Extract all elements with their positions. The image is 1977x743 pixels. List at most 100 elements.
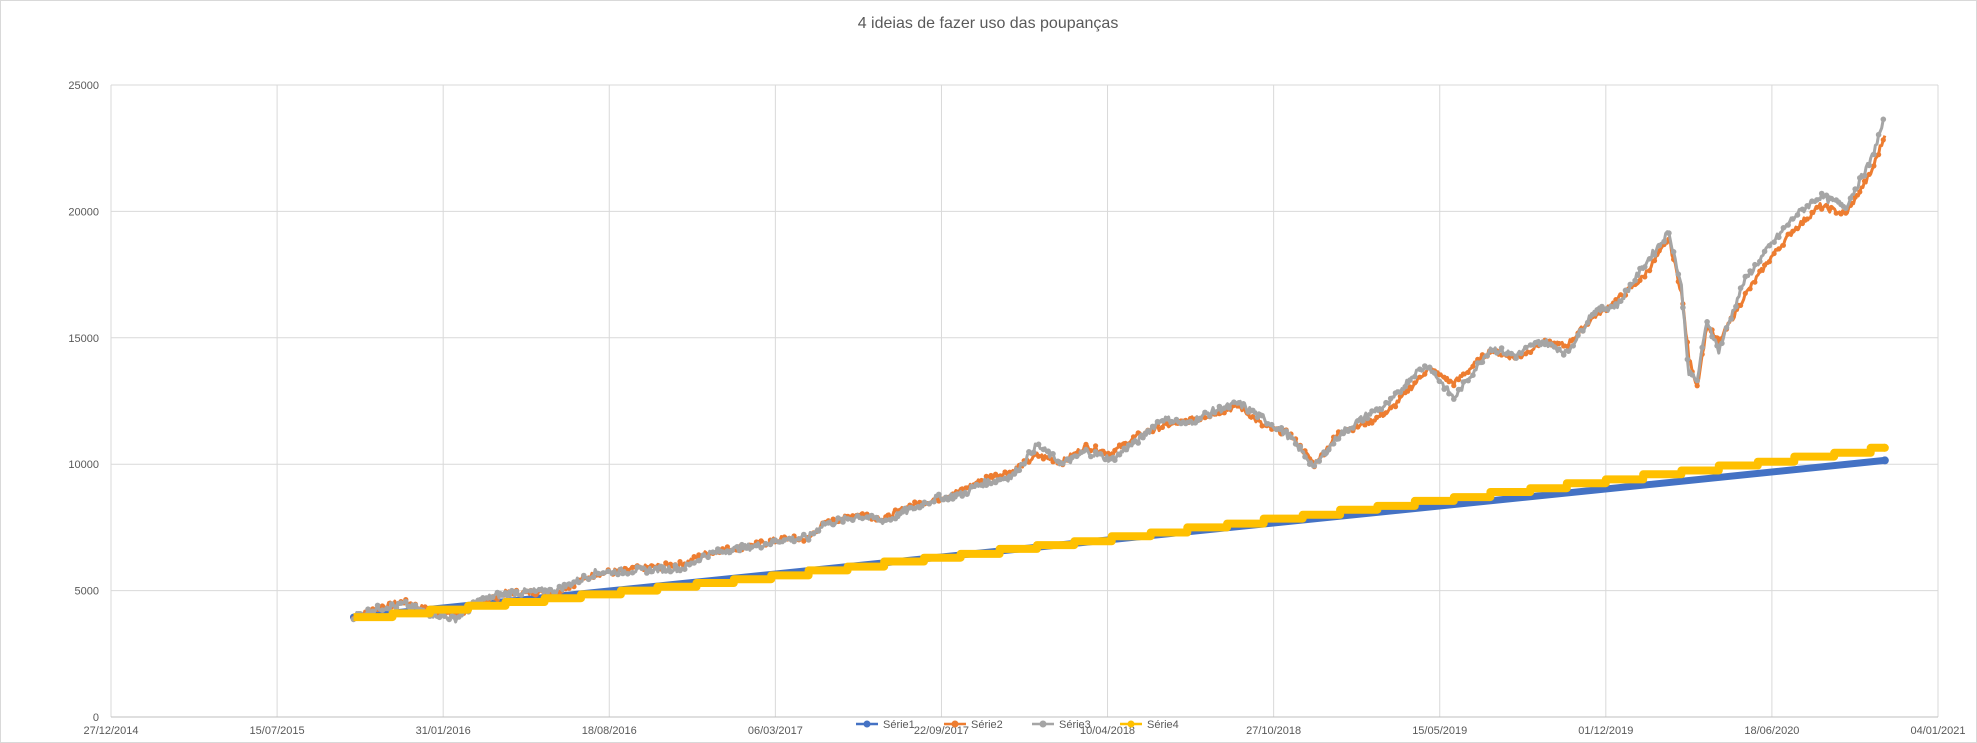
data-point	[1412, 380, 1418, 386]
data-point	[1637, 265, 1643, 272]
data-point	[983, 482, 990, 489]
data-point	[1116, 451, 1123, 458]
data-point	[1112, 457, 1118, 464]
data-point	[1407, 384, 1413, 390]
data-point	[820, 520, 827, 527]
data-point	[1618, 292, 1624, 298]
data-point	[705, 554, 711, 561]
series-line	[352, 116, 1886, 624]
data-point	[1742, 273, 1749, 280]
data-point	[1766, 259, 1772, 265]
data-point	[1040, 446, 1047, 453]
data-point	[547, 586, 553, 593]
data-point	[634, 564, 641, 570]
data-point	[883, 517, 889, 523]
data-point	[475, 597, 481, 604]
data-point	[835, 515, 841, 521]
data-point	[1589, 311, 1596, 318]
data-point	[1551, 344, 1558, 350]
data-point	[868, 512, 875, 519]
data-point	[691, 554, 697, 560]
data-point	[485, 595, 491, 601]
data-point	[629, 569, 636, 576]
data-point	[1259, 423, 1265, 429]
data-point	[1709, 333, 1715, 340]
data-point	[370, 608, 376, 615]
data-point	[1026, 459, 1032, 465]
data-point	[763, 540, 769, 547]
y-tick-label: 0	[93, 712, 99, 724]
data-point	[595, 570, 602, 577]
data-point	[1245, 409, 1251, 415]
data-point	[1838, 201, 1844, 208]
data-point	[734, 544, 740, 550]
data-point	[1002, 475, 1008, 482]
data-point	[1613, 297, 1619, 303]
data-point	[1050, 451, 1056, 457]
legend-item-Série2: Série2	[944, 719, 1003, 731]
data-point	[1785, 231, 1791, 237]
data-point	[1603, 306, 1610, 312]
data-point	[715, 546, 721, 552]
legend: Série1 Série2 Série3 Série4	[856, 719, 1179, 731]
data-point	[805, 537, 812, 543]
data-point	[902, 505, 908, 512]
data-point	[1518, 350, 1524, 357]
data-point	[1264, 421, 1270, 427]
data-point	[441, 613, 448, 619]
data-point	[494, 589, 501, 596]
data-point	[992, 479, 999, 486]
data-point	[1350, 425, 1356, 431]
data-point	[1489, 347, 1495, 354]
data-point	[1278, 425, 1285, 431]
data-point	[615, 571, 621, 578]
data-point	[1441, 374, 1447, 380]
data-point	[1560, 352, 1567, 358]
data-point	[897, 510, 903, 517]
data-point	[719, 549, 726, 555]
data-point	[1880, 443, 1889, 452]
data-point	[518, 592, 525, 598]
data-point	[605, 568, 611, 575]
data-point	[691, 560, 697, 566]
data-point	[1733, 303, 1739, 310]
data-point	[653, 565, 660, 571]
data-point	[624, 571, 631, 577]
data-point	[1446, 390, 1452, 397]
data-point	[1584, 319, 1591, 326]
data-point	[1387, 395, 1394, 402]
data-point	[1083, 441, 1089, 447]
data-point	[1216, 403, 1223, 410]
data-point	[854, 513, 861, 519]
data-point	[748, 544, 755, 550]
data-point	[1326, 446, 1332, 453]
data-point	[489, 594, 496, 600]
data-point	[1182, 420, 1189, 427]
data-point	[600, 570, 607, 576]
data-point	[1006, 473, 1013, 480]
data-point	[1140, 434, 1146, 441]
data-point	[878, 517, 884, 524]
data-point	[1192, 420, 1199, 426]
data-point	[566, 581, 572, 587]
data-point	[1857, 175, 1863, 181]
data-point	[1392, 404, 1399, 410]
data-point	[581, 572, 587, 579]
data-point	[907, 504, 913, 511]
data-point	[815, 528, 822, 534]
data-point	[1804, 216, 1810, 222]
data-point	[1340, 430, 1347, 437]
data-point	[1580, 328, 1586, 334]
data-point	[1719, 340, 1725, 347]
data-point	[830, 521, 836, 528]
data-point	[849, 517, 856, 523]
data-point	[1441, 386, 1447, 392]
data-point	[1699, 344, 1705, 351]
y-tick-label: 20000	[68, 206, 99, 218]
data-point	[1871, 151, 1877, 158]
data-point	[1838, 211, 1844, 217]
data-point	[677, 559, 683, 565]
data-point	[1451, 383, 1457, 389]
data-point	[1675, 271, 1682, 278]
